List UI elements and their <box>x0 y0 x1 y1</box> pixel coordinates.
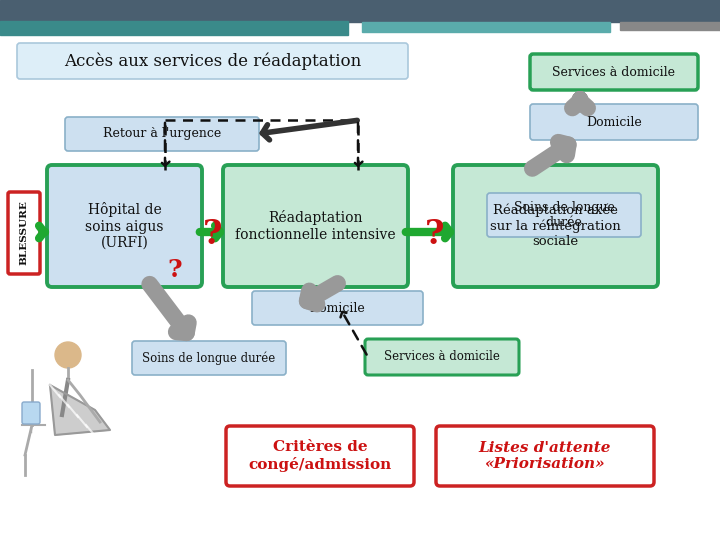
Text: Domicile: Domicile <box>310 301 365 314</box>
Text: Services à domicile: Services à domicile <box>384 350 500 363</box>
FancyBboxPatch shape <box>8 192 40 274</box>
Text: Réadaptation axée
sur la réintégration
sociale: Réadaptation axée sur la réintégration s… <box>490 204 621 248</box>
Text: Hôpital de
soins aigus
(URFI): Hôpital de soins aigus (URFI) <box>85 202 163 249</box>
Bar <box>362 22 610 32</box>
FancyBboxPatch shape <box>65 117 259 151</box>
Text: BLESSURE: BLESSURE <box>19 200 29 266</box>
Text: ?: ? <box>203 219 222 252</box>
Text: Soins de longue
durée: Soins de longue durée <box>513 201 614 229</box>
FancyBboxPatch shape <box>453 165 658 287</box>
FancyBboxPatch shape <box>47 165 202 287</box>
FancyBboxPatch shape <box>22 402 40 424</box>
FancyBboxPatch shape <box>436 426 654 486</box>
Text: ?: ? <box>168 258 182 282</box>
FancyBboxPatch shape <box>365 339 519 375</box>
FancyBboxPatch shape <box>530 104 698 140</box>
FancyBboxPatch shape <box>530 54 698 90</box>
Text: Accès aux services de réadaptation: Accès aux services de réadaptation <box>64 52 361 70</box>
Bar <box>620 22 720 30</box>
FancyBboxPatch shape <box>132 341 286 375</box>
Circle shape <box>55 342 81 368</box>
Text: Soins de longue durée: Soins de longue durée <box>143 351 276 364</box>
Polygon shape <box>50 385 110 435</box>
Text: Domicile: Domicile <box>586 116 642 129</box>
Text: Retour à l'urgence: Retour à l'urgence <box>103 127 221 140</box>
Text: Réadaptation
fonctionnelle intensive: Réadaptation fonctionnelle intensive <box>235 211 396 241</box>
Bar <box>0 21 348 35</box>
FancyBboxPatch shape <box>487 193 641 237</box>
FancyBboxPatch shape <box>223 165 408 287</box>
Text: Services à domicile: Services à domicile <box>552 65 675 78</box>
Text: Listes d'attente
«Priorisation»: Listes d'attente «Priorisation» <box>479 441 611 471</box>
FancyBboxPatch shape <box>252 291 423 325</box>
FancyBboxPatch shape <box>226 426 414 486</box>
Text: ?: ? <box>426 219 445 252</box>
Bar <box>0 0 720 22</box>
FancyBboxPatch shape <box>17 43 408 79</box>
Text: Critères de
congé/admission: Critères de congé/admission <box>248 440 392 472</box>
